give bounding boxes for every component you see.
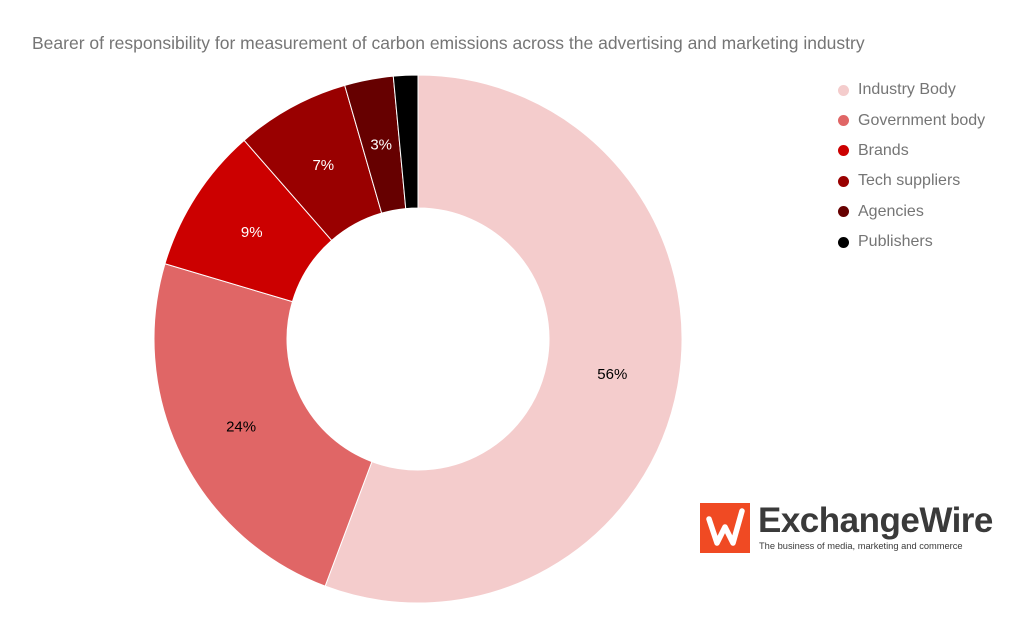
slice-data-label: 56%: [597, 366, 627, 383]
logo-name: ExchangeWire: [758, 501, 993, 540]
legend-label: Industry Body: [858, 81, 956, 99]
chart-title: Bearer of responsibility for measurement…: [32, 33, 865, 53]
logo-tagline: The business of media, marketing and com…: [759, 541, 963, 551]
donut-slices: [153, 74, 683, 604]
slice-data-label: 24%: [226, 418, 256, 435]
slice-data-label: 9%: [241, 224, 263, 241]
donut-slice: [324, 74, 683, 604]
legend-label: Agencies: [858, 202, 924, 220]
legend-item: Publishers: [838, 227, 985, 257]
slice-data-label: 7%: [312, 157, 334, 174]
legend-swatch: [838, 115, 849, 127]
legend-swatch: [838, 175, 849, 187]
legend-swatch: [838, 206, 849, 218]
legend-swatch: [838, 145, 849, 157]
legend-item: Agencies: [838, 197, 985, 227]
legend-label: Tech suppliers: [858, 172, 961, 190]
logo-mark-icon: [700, 503, 750, 553]
slice-data-label: 3%: [370, 136, 392, 153]
slice-labels: 56% 24% 9% 7% 3%: [226, 136, 627, 435]
legend-item: Government body: [838, 105, 985, 135]
legend-swatch: [838, 236, 849, 248]
legend-swatch: [838, 84, 849, 96]
legend-item: Brands: [838, 136, 985, 166]
donut-slice: [392, 74, 419, 210]
legend: Industry Body Government body Brands Tec…: [838, 75, 985, 257]
legend-item: Industry Body: [838, 75, 985, 105]
legend-item: Tech suppliers: [838, 166, 985, 196]
exchangewire-logo: ExchangeWire The business of media, mark…: [700, 501, 1000, 555]
legend-label: Brands: [858, 141, 909, 159]
legend-label: Publishers: [858, 233, 933, 251]
donut-slice: [153, 263, 373, 587]
legend-label: Government body: [858, 111, 986, 129]
